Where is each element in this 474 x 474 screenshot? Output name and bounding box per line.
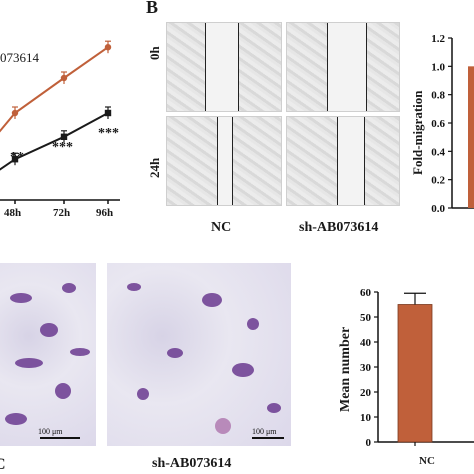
fold-y-tick-label-1: 0.2: [431, 175, 445, 187]
scalebar-nc: 100 μm: [38, 427, 63, 436]
transwell-image-nc: 100 μm: [0, 263, 96, 446]
growth-series-line-1: [0, 112, 109, 171]
mean-bar-nc: [397, 304, 433, 443]
panel-b-letter: B: [146, 0, 159, 17]
col-label-nc: NC: [211, 220, 232, 235]
growth-point-1-2: [60, 133, 68, 140]
growth-series-line-0: [0, 46, 109, 133]
growth-legend-fragment: 073614: [0, 50, 39, 65]
fold-y-tick-label-5: 1.0: [431, 61, 445, 73]
sig-96h: ***: [98, 126, 119, 141]
mean-y-tick-label-1: 10: [360, 412, 372, 424]
sig-72h: ***: [52, 140, 73, 155]
wound-image-nc-0h: [166, 22, 282, 112]
fold-y-tick-label-6: 1.2: [431, 33, 445, 45]
wound-image-sh-24h: [286, 116, 400, 206]
mean-y-tick-label-4: 40: [360, 337, 372, 349]
wound-image-nc-24h: [166, 116, 282, 206]
growth-point-0-3: [104, 44, 112, 51]
mean-y-tick-label-2: 20: [360, 387, 372, 399]
fold-bar-nc: [468, 66, 474, 208]
fold-y-tick-label-2: 0.4: [431, 146, 445, 158]
growth-point-1-1: [11, 156, 19, 163]
mean-y-tick-label-0: 0: [366, 437, 372, 449]
fold-y-tick-label-4: 0.8: [431, 90, 445, 102]
x-tick-48h: 48h: [4, 207, 22, 219]
fold-y-tick-label-3: 0.6: [431, 118, 445, 130]
mean-y-tick-label-3: 30: [360, 362, 372, 374]
transwell-caption: sh-AB073614: [152, 456, 232, 471]
panel-c-letter: C: [0, 456, 6, 474]
fold-y-tick-label-0: 0.0: [431, 203, 445, 215]
growth-point-0-2: [60, 74, 68, 82]
x-tick-72h: 72h: [53, 207, 71, 219]
transwell-image-sh: 100 μm: [107, 263, 291, 446]
growth-point-1-3: [104, 109, 112, 117]
x-tick-96h: 96h: [96, 207, 114, 219]
wound-image-sh-0h: [286, 22, 400, 112]
col-label-sh: sh-AB073614: [299, 220, 379, 235]
mean-number-x-nc: NC: [419, 455, 435, 467]
growth-point-0-1: [11, 109, 19, 117]
mean-y-tick-label-6: 60: [360, 287, 372, 299]
scalebar-sh: 100 μm: [252, 427, 277, 436]
mean-y-tick-label-5: 50: [360, 312, 372, 324]
